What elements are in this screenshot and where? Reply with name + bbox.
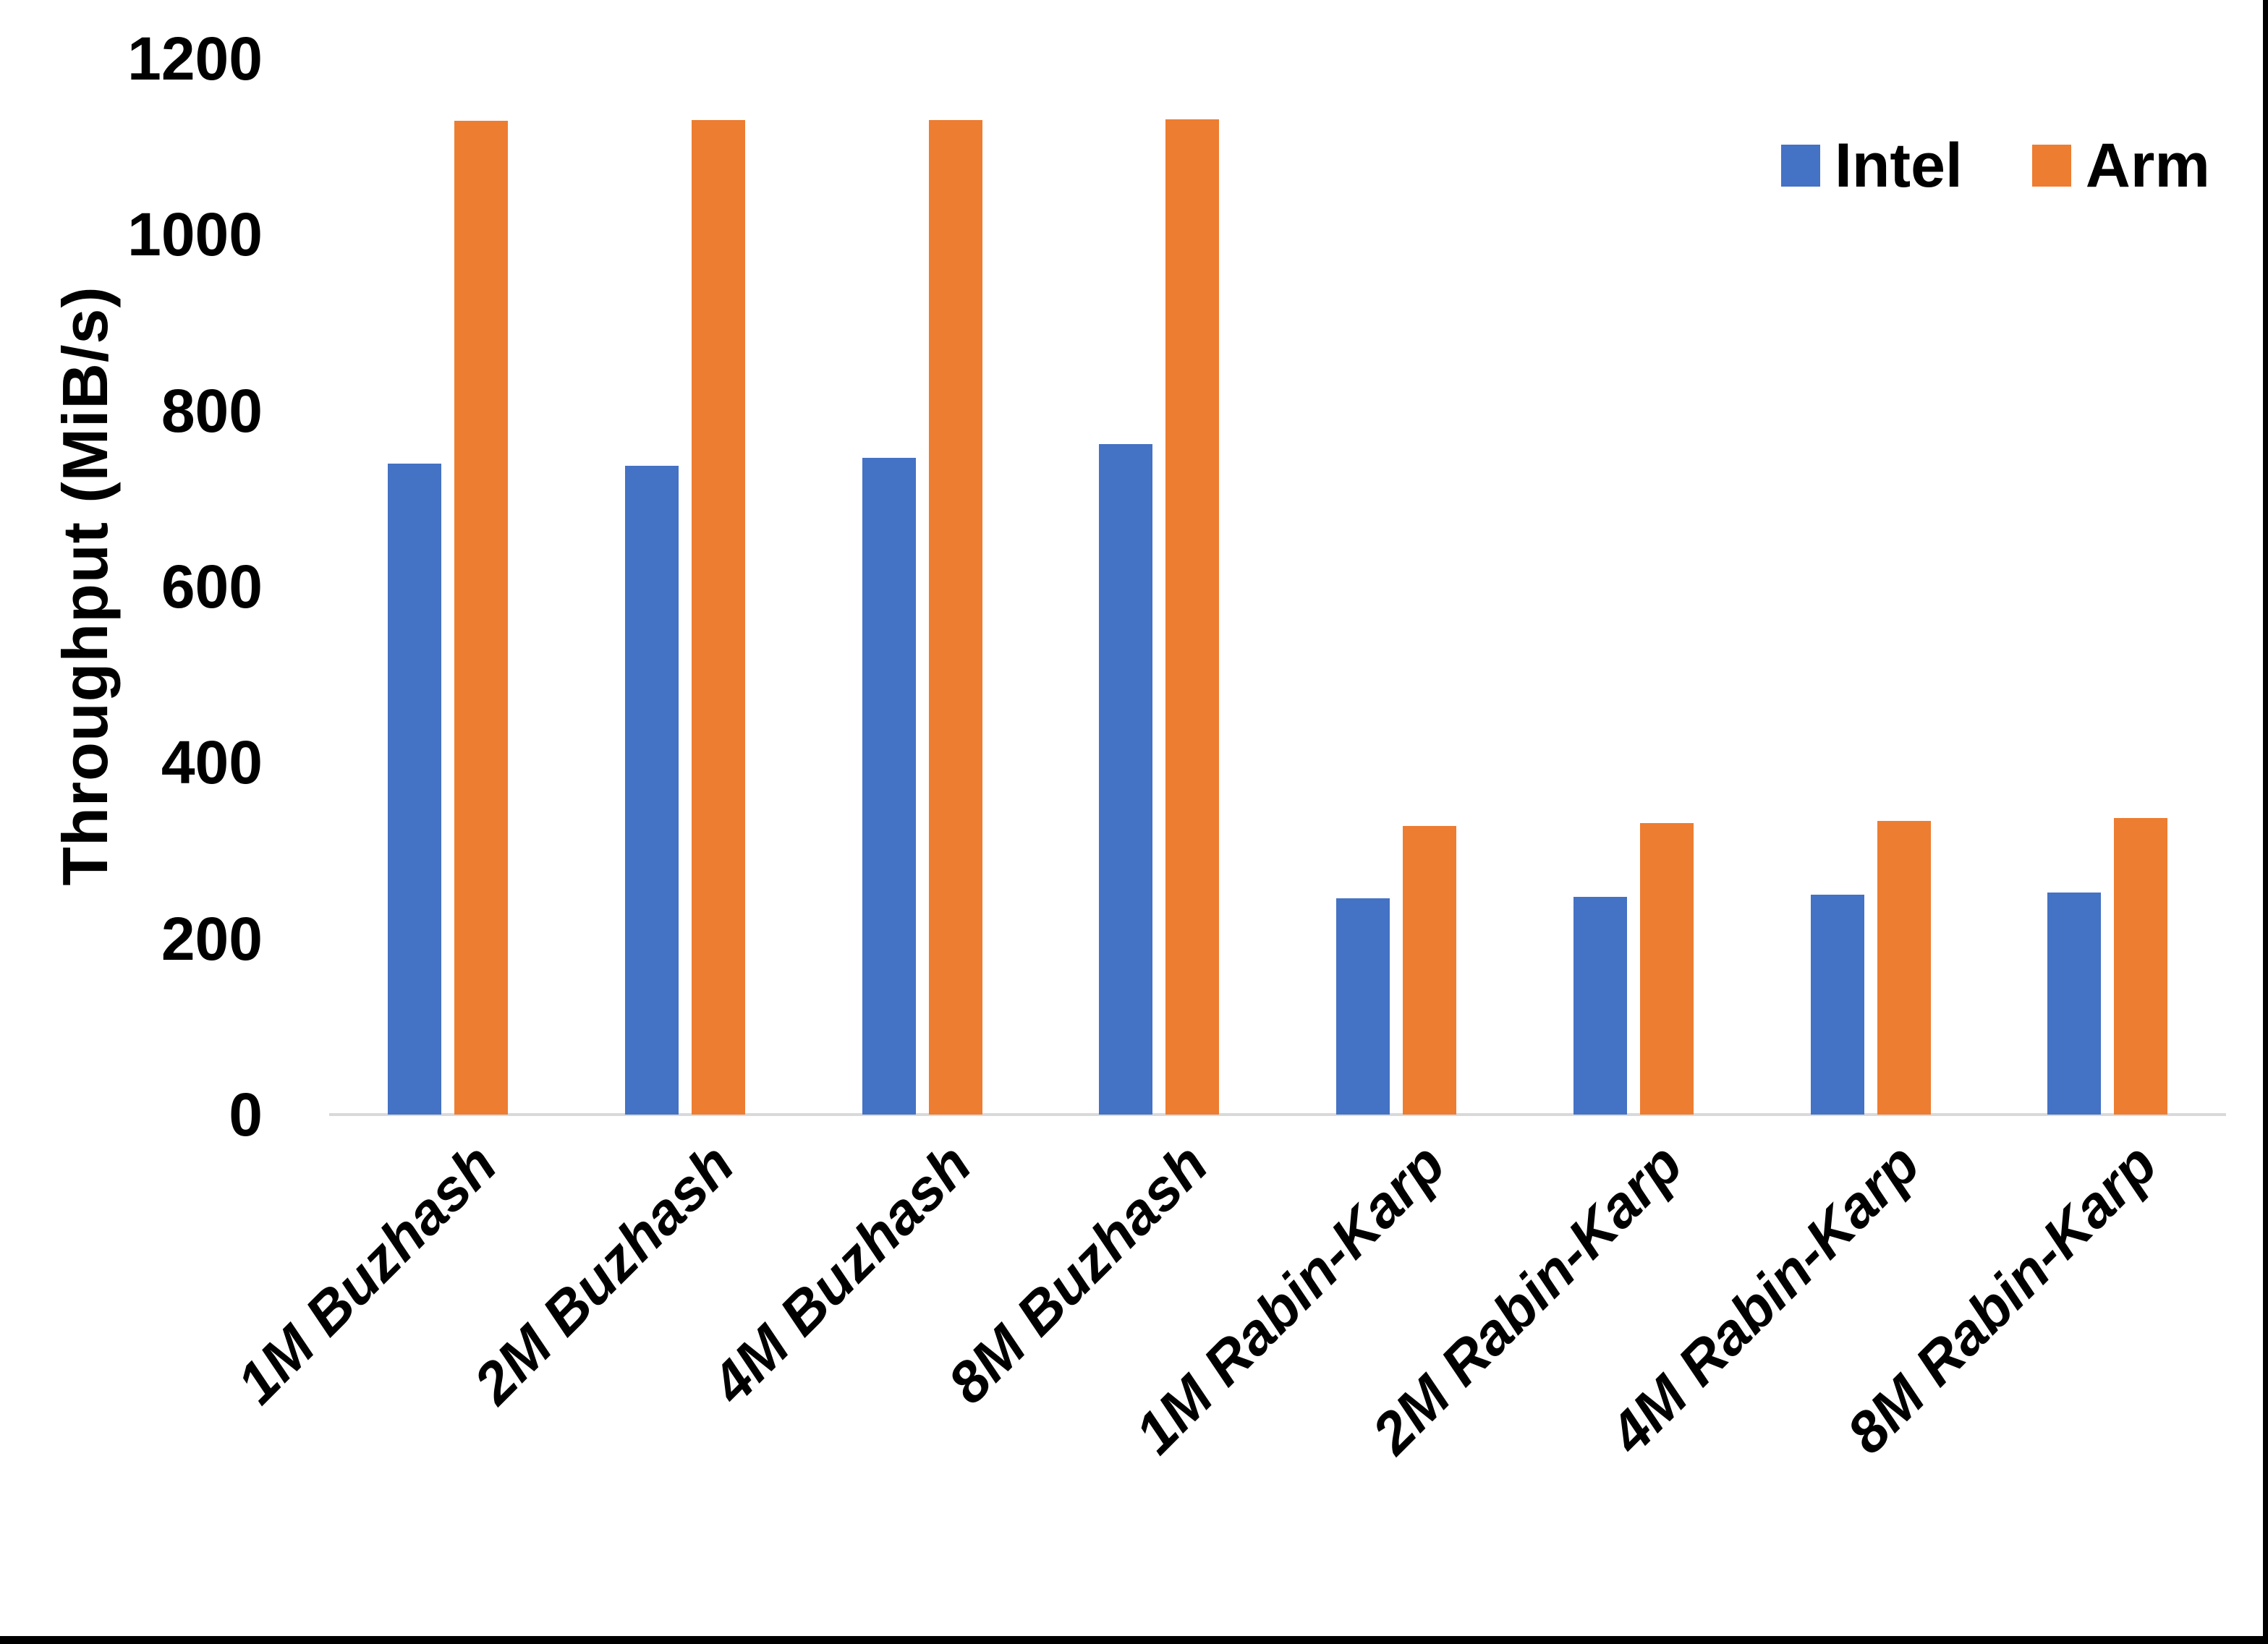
bar-intel-7	[1811, 895, 1864, 1115]
bar-intel-6	[1573, 897, 1627, 1115]
y-tick-label: 200	[161, 904, 263, 973]
bar-arm-2	[692, 120, 745, 1115]
bar-arm-1	[454, 121, 508, 1115]
x-axis-line	[329, 1113, 2226, 1116]
legend-swatch-icon	[2031, 145, 2071, 187]
legend-label: Arm	[2085, 131, 2210, 200]
window-edge-bottom	[0, 1636, 2268, 1644]
bar-intel-2	[625, 466, 679, 1115]
bar-arm-3	[929, 120, 982, 1115]
bar-intel-8	[2047, 893, 2101, 1115]
y-tick-label: 0	[229, 1081, 263, 1149]
legend-item-arm: Arm	[2031, 131, 2210, 200]
y-tick-label: 1200	[127, 25, 263, 93]
legend: Intel Arm	[1781, 135, 2210, 197]
legend-item-intel: Intel	[1781, 135, 1963, 197]
bar-arm-6	[1640, 823, 1694, 1115]
y-tick-label: 600	[161, 553, 263, 621]
window-edge-right	[2263, 0, 2268, 1644]
bar-arm-4	[1165, 119, 1219, 1115]
bar-arm-5	[1403, 826, 1456, 1115]
bar-intel-5	[1336, 898, 1390, 1115]
bar-arm-8	[2114, 818, 2167, 1115]
bar-intel-4	[1099, 444, 1152, 1115]
bar-arm-7	[1877, 821, 1931, 1115]
y-tick-label: 800	[161, 376, 263, 445]
legend-swatch-icon	[1781, 145, 1820, 187]
bar-intel-1	[388, 464, 441, 1115]
y-tick-label: 400	[161, 728, 263, 797]
y-tick-label: 1000	[127, 200, 263, 269]
legend-label: Intel	[1835, 131, 1963, 200]
bar-intel-3	[862, 458, 916, 1115]
